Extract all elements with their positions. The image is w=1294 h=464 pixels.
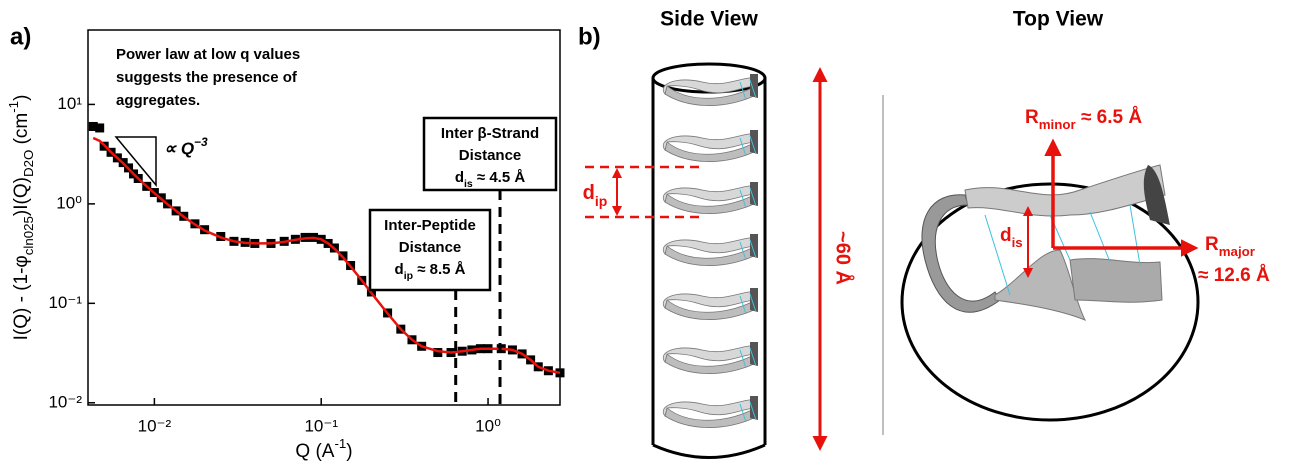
box-line: Distance <box>399 239 462 256</box>
view-title: Side View <box>660 8 758 31</box>
figure: a)10⁻²10⁻¹10⁰10⁻²10⁻¹10⁰10¹Q (A-1)I(Q) -… <box>0 0 1294 464</box>
y-axis-label-part: -1 <box>6 101 21 113</box>
box-label-part: d <box>455 169 464 186</box>
dis-label-part: is <box>1012 235 1023 250</box>
x-axis-label-part: Q (A <box>295 441 334 462</box>
power-law-part: ∝ <box>164 139 181 158</box>
annotation: Power law at low q values <box>116 46 300 63</box>
y-tick-label: 10⁰ <box>56 193 82 212</box>
y-axis-label-part: )I(Q) <box>11 177 32 216</box>
x-axis-label: Q (A-1) <box>295 436 352 462</box>
box-line: Inter-Peptide <box>384 217 476 234</box>
y-axis-label-part: D2O <box>21 150 36 177</box>
box-label-part: ip <box>404 270 413 282</box>
box-line: Distance <box>459 147 522 164</box>
y-axis-label-part: (cm <box>11 113 32 150</box>
data-point <box>95 123 104 132</box>
annotation: aggregates. <box>116 92 200 109</box>
r-minor-label-part: ≈ 6.5 Å <box>1076 107 1143 128</box>
box-label-part: ≈ 4.5 Å <box>473 169 526 186</box>
r-major-value: ≈ 12.6 Å <box>1198 265 1270 286</box>
height-label: ~60 Å <box>832 231 856 285</box>
power-law-part: −3 <box>194 135 208 149</box>
y-axis-label-part: ) <box>11 95 32 101</box>
dis-label-part: d <box>1000 225 1012 246</box>
ribbons <box>663 74 758 428</box>
y-tick-label: 10⁻¹ <box>48 293 82 312</box>
r-minor-label-part: minor <box>1039 117 1076 132</box>
dip-label-part: ip <box>595 193 607 209</box>
r-major-label-part: major <box>1219 244 1255 259</box>
panel-label: b) <box>578 23 601 50</box>
y-axis-label-part: cln025 <box>21 216 36 255</box>
view-title: Top View <box>1013 8 1104 31</box>
x-tick-label: 10⁻¹ <box>304 416 338 435</box>
r-minor-label-part: R <box>1025 107 1039 128</box>
dip-label: dip <box>583 182 608 208</box>
power-law-part: Q <box>181 139 194 158</box>
x-tick-label: 10⁻² <box>138 416 172 435</box>
y-tick-label: 10⁻² <box>48 392 82 411</box>
r-minor-label: Rminor ≈ 6.5 Å <box>1025 107 1142 132</box>
x-axis-label-part: -1 <box>334 436 346 451</box>
y-tick-label: 10¹ <box>57 94 82 113</box>
annotation: suggests the presence of <box>116 69 298 86</box>
power-law: ∝ Q−3 <box>164 135 208 158</box>
x-tick-label: 10⁰ <box>475 416 501 435</box>
r-major-label-part: R <box>1205 234 1219 255</box>
dip-label-part: d <box>583 182 595 204</box>
box-line: Inter β-Strand <box>441 125 539 142</box>
y-axis-label: I(Q) - (1-φcln025)I(Q)D2O (cm-1) <box>6 95 36 341</box>
cylinder-bottom <box>653 445 765 458</box>
panel-label: a) <box>10 23 31 50</box>
x-axis-label-part: ) <box>346 441 352 462</box>
box-label-part: ≈ 8.5 Å <box>413 261 466 278</box>
box-label-part: d <box>395 261 404 278</box>
dis-label: dis <box>1000 225 1023 250</box>
r-major-label: Rmajor <box>1205 234 1255 259</box>
box-label-part: is <box>464 178 473 190</box>
top-ribbon <box>922 165 1170 320</box>
y-axis-label-part: I(Q) - (1-φ <box>11 255 32 340</box>
